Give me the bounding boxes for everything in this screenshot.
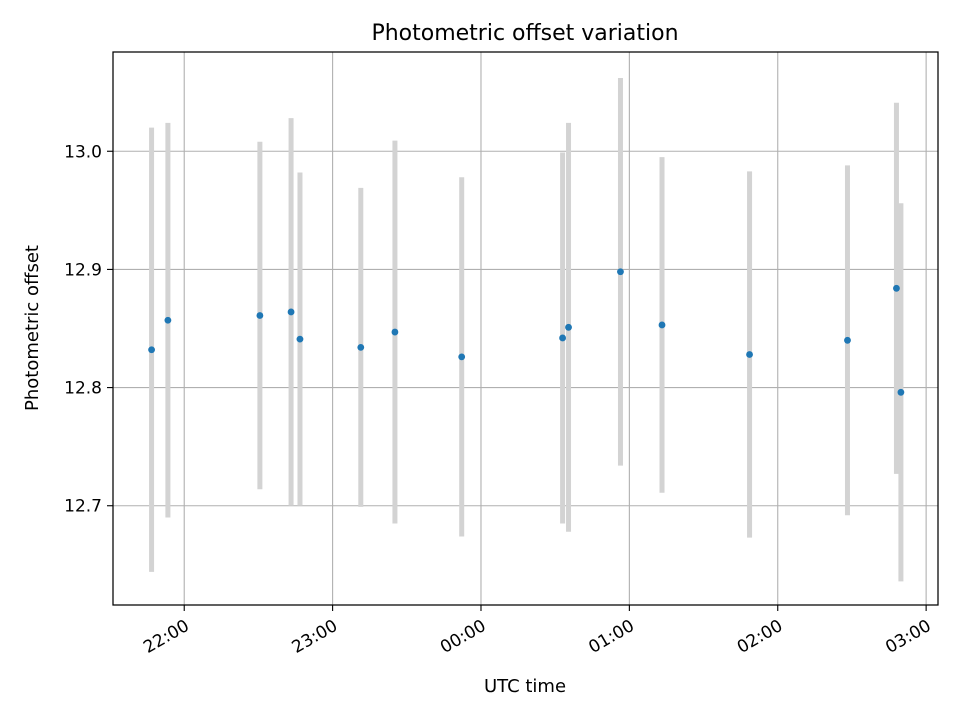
data-point (746, 351, 753, 358)
y-axis-label: Photometric offset (22, 245, 43, 411)
data-point (287, 308, 295, 316)
y-tick-label: 12.8 (64, 379, 102, 399)
grid (113, 52, 938, 605)
x-axis-label: UTC time (484, 676, 566, 697)
data-points (148, 268, 905, 396)
y-axis-ticks: 12.7 12.8 12.9 13.0 (64, 142, 113, 517)
data-point (164, 316, 172, 324)
data-point (565, 323, 572, 331)
data-point (658, 321, 666, 329)
plot-frame (112, 51, 939, 606)
chart-title: Photometric offset variation (371, 21, 678, 46)
data-point (148, 346, 155, 354)
data-point (897, 388, 905, 396)
data-point (296, 335, 304, 343)
y-tick-label: 12.9 (64, 260, 102, 280)
data-point (391, 328, 399, 336)
y-tick-label: 13.0 (64, 142, 102, 162)
data-point (458, 353, 466, 361)
data-point (559, 334, 566, 342)
data-point (617, 268, 624, 276)
y-tick-label: 12.7 (64, 497, 102, 517)
data-point (357, 344, 365, 351)
data-point (893, 284, 900, 292)
data-point (256, 312, 264, 319)
data-point (844, 336, 851, 344)
